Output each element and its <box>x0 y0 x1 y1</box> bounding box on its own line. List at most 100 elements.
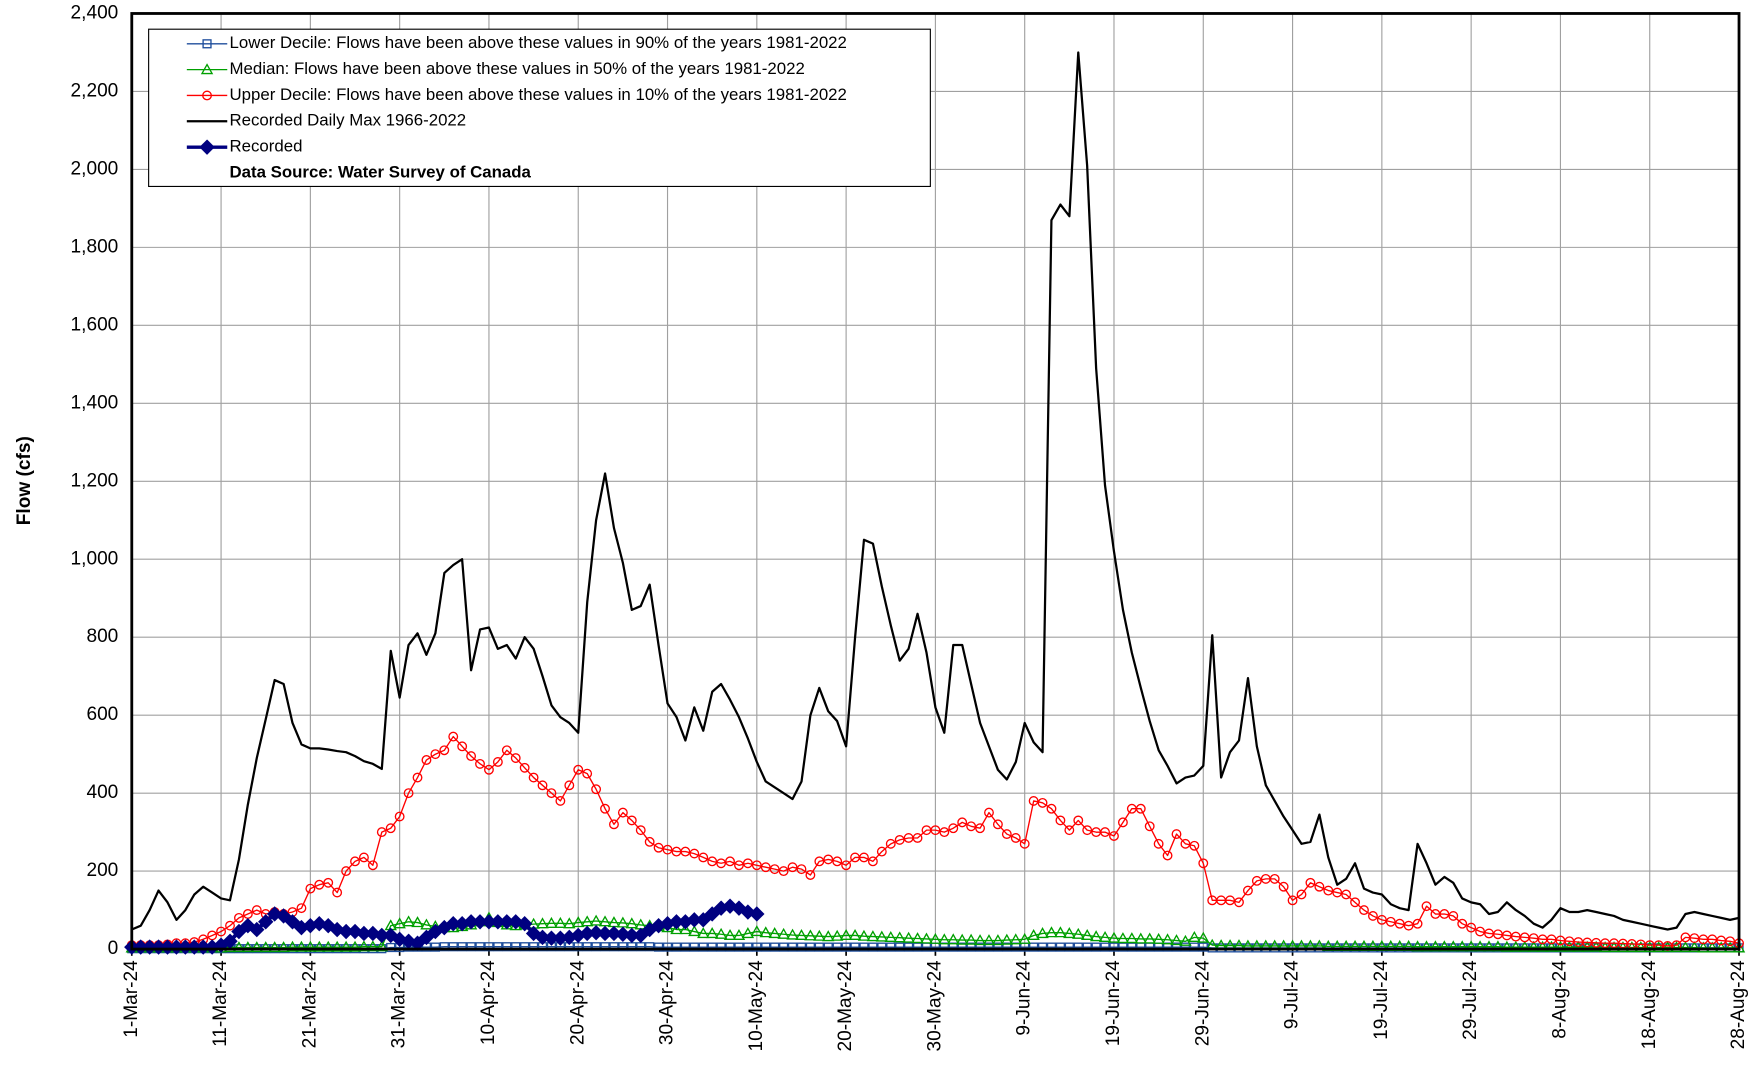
marker <box>1359 905 1369 916</box>
marker <box>1438 940 1451 952</box>
marker <box>329 921 345 938</box>
marker <box>1028 795 1039 806</box>
marker <box>1180 838 1191 849</box>
marker <box>886 942 896 952</box>
marker <box>1180 942 1191 952</box>
marker <box>722 898 738 914</box>
marker <box>268 941 281 953</box>
marker <box>225 920 235 931</box>
marker <box>1394 918 1405 929</box>
marker <box>511 942 521 952</box>
marker <box>955 933 969 945</box>
marker <box>394 811 405 822</box>
x-tick-label: 29-Jul-24 <box>1460 960 1481 1040</box>
marker <box>1714 941 1728 953</box>
marker <box>839 928 853 941</box>
marker <box>1376 914 1387 925</box>
y-tick-label: 0 <box>108 938 119 959</box>
marker <box>391 931 408 948</box>
marker <box>555 795 566 806</box>
marker <box>1572 940 1585 952</box>
marker <box>1000 933 1014 945</box>
marker <box>1045 926 1058 938</box>
marker <box>633 927 649 944</box>
marker <box>591 784 602 795</box>
marker <box>545 916 558 928</box>
marker <box>1010 833 1021 843</box>
marker <box>1002 942 1012 952</box>
y-tick-label: 2,400 <box>71 3 119 24</box>
marker <box>1287 895 1298 906</box>
marker <box>1706 941 1719 953</box>
x-tick-label: 19-Jul-24 <box>1371 960 1392 1040</box>
marker <box>966 942 976 952</box>
marker <box>904 942 914 952</box>
marker <box>777 927 790 939</box>
marker <box>421 755 432 765</box>
marker <box>689 942 699 952</box>
marker <box>275 908 292 924</box>
marker <box>1143 932 1156 944</box>
plot-frame <box>130 12 1741 951</box>
marker <box>1269 873 1280 884</box>
marker <box>832 856 843 867</box>
marker <box>841 860 852 871</box>
marker <box>305 883 316 894</box>
marker <box>695 912 711 928</box>
marker <box>1162 850 1173 861</box>
marker <box>1491 940 1505 952</box>
marker <box>241 941 255 953</box>
marker <box>1634 941 1648 953</box>
marker <box>787 942 798 952</box>
marker <box>1475 926 1486 937</box>
x-tick-label: 1-Mar-24 <box>121 960 142 1038</box>
y-tick-label: 600 <box>86 704 118 725</box>
marker <box>403 788 414 799</box>
marker <box>1125 932 1139 944</box>
y-tick-label: 200 <box>86 860 118 881</box>
legend-label: Median: Flows have been above these valu… <box>229 59 804 78</box>
marker <box>1464 940 1478 952</box>
marker <box>492 757 503 767</box>
marker <box>286 940 299 952</box>
marker <box>1198 858 1209 869</box>
marker <box>1456 940 1469 952</box>
marker <box>734 860 744 871</box>
marker <box>982 934 996 946</box>
marker <box>742 858 753 869</box>
marker <box>323 877 334 888</box>
marker <box>670 923 683 935</box>
marker <box>1080 928 1094 941</box>
marker <box>484 942 494 952</box>
x-tick-label: 9-Jun-24 <box>1014 960 1035 1036</box>
data-source-note: Data Source: Water Survey of Canada <box>229 162 531 181</box>
marker <box>528 942 539 952</box>
marker <box>475 758 485 769</box>
marker <box>1679 941 1692 953</box>
marker <box>920 932 933 944</box>
marker <box>1314 881 1325 892</box>
marker <box>759 926 772 938</box>
marker <box>1725 936 1736 947</box>
x-tick-label: 29-Jun-24 <box>1192 960 1213 1046</box>
marker <box>386 942 396 953</box>
marker <box>752 942 762 952</box>
marker <box>537 780 548 791</box>
marker <box>823 942 833 952</box>
marker <box>768 927 781 939</box>
marker <box>199 139 215 155</box>
marker <box>1305 877 1316 888</box>
marker <box>957 942 967 952</box>
marker <box>1091 942 1101 952</box>
y-tick-label: 400 <box>86 782 118 803</box>
marker <box>1661 941 1674 953</box>
marker <box>618 942 628 952</box>
marker <box>1029 942 1039 952</box>
x-tick-label: 28-Aug-24 <box>1728 960 1749 1049</box>
marker <box>751 860 762 871</box>
marker <box>493 942 503 952</box>
marker <box>770 942 780 952</box>
marker <box>1367 910 1378 921</box>
marker <box>385 823 396 834</box>
marker <box>233 912 244 923</box>
